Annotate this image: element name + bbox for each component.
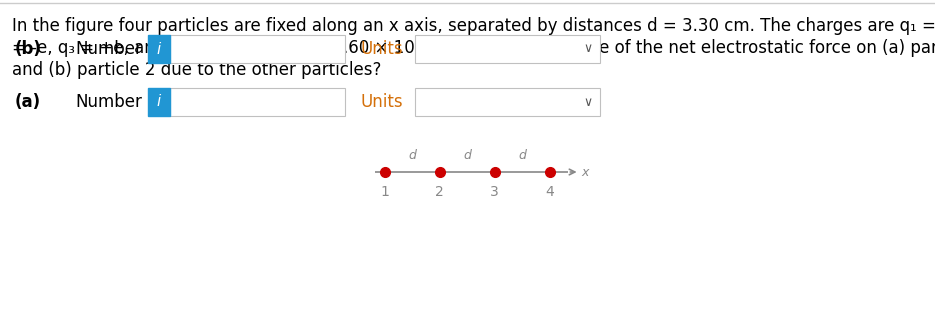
Text: d: d: [463, 149, 471, 162]
Text: 2: 2: [435, 185, 444, 199]
Text: d: d: [408, 149, 416, 162]
Text: Number: Number: [75, 93, 142, 111]
Text: ∨: ∨: [583, 43, 593, 56]
Text: 4: 4: [545, 185, 554, 199]
Text: = -e, q₃ = +e, and q₄ = +8e, with e = 1.60 × 10⁻¹⁹ C. What is the value of the n: = -e, q₃ = +e, and q₄ = +8e, with e = 1.…: [12, 39, 935, 57]
Text: Units: Units: [360, 93, 403, 111]
Bar: [170, 35, 345, 63]
Text: i: i: [157, 42, 161, 57]
Text: In the figure four particles are fixed along an x axis, separated by distances d: In the figure four particles are fixed a…: [12, 17, 935, 35]
Text: (a): (a): [15, 93, 41, 111]
Text: 3: 3: [490, 185, 499, 199]
Text: 1: 1: [380, 185, 389, 199]
Text: i: i: [157, 95, 161, 110]
Text: and (b) particle 2 due to the other particles?: and (b) particle 2 due to the other part…: [12, 61, 381, 79]
Text: Units: Units: [360, 40, 403, 58]
Bar: [148, 88, 170, 116]
Text: ∨: ∨: [583, 95, 593, 109]
Text: (b): (b): [15, 40, 42, 58]
Text: x: x: [582, 165, 589, 179]
Bar: [415, 88, 600, 116]
Bar: [170, 88, 345, 116]
Text: Number: Number: [75, 40, 142, 58]
Bar: [148, 35, 170, 63]
Text: d: d: [518, 149, 525, 162]
Bar: [415, 35, 600, 63]
